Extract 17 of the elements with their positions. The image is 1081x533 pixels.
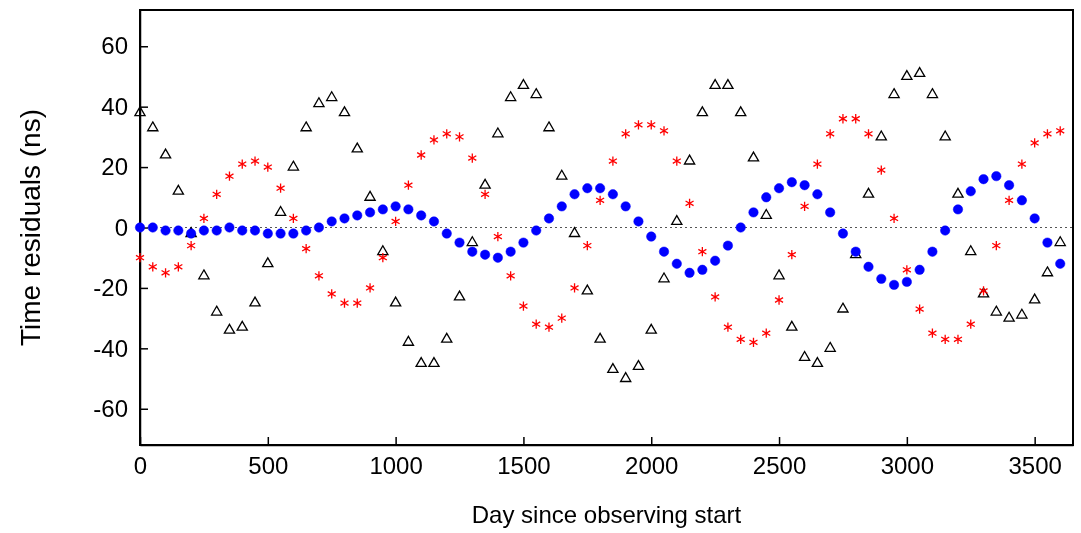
y-tick-label: -40 [93, 334, 128, 362]
x-axis-title: Day since observing start [471, 501, 742, 528]
y-tick-label: 60 [101, 32, 128, 60]
y-tick-label: 40 [101, 92, 128, 120]
x-tick-label: 1000 [369, 452, 423, 480]
x-tick-label: 500 [248, 452, 289, 480]
x-tick-label: 3000 [880, 452, 935, 480]
x-tick-label: 2500 [752, 452, 807, 480]
x-tick-label: 0 [133, 452, 148, 480]
y-tick-label: 0 [114, 213, 128, 241]
x-tick-label: 3500 [1008, 452, 1062, 480]
x-tick-label: 2000 [625, 452, 679, 480]
x-tick-label: 1500 [497, 452, 551, 480]
y-axis-title: Time residuals (ns) [15, 108, 46, 347]
y-tick-label: -20 [93, 274, 128, 302]
y-tick-label: -60 [93, 394, 128, 422]
y-tick-label: 20 [101, 153, 128, 181]
